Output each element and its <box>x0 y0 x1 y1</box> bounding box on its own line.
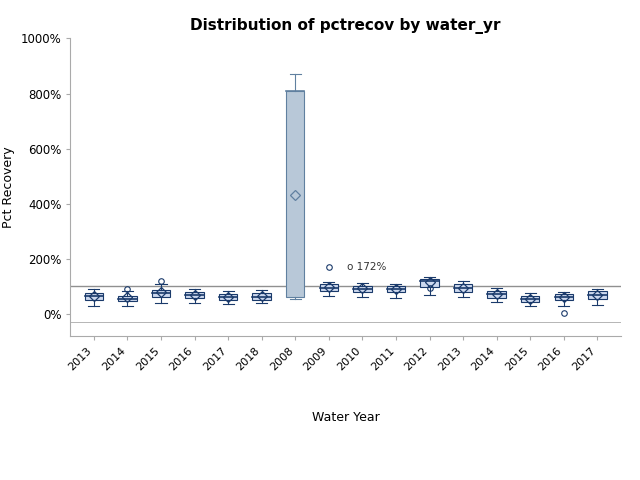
Bar <box>353 286 372 292</box>
Bar <box>554 294 573 300</box>
Bar <box>488 291 506 298</box>
Bar <box>588 291 607 299</box>
Bar <box>152 290 170 298</box>
Bar <box>84 293 103 300</box>
Text: o 172%: o 172% <box>348 262 387 272</box>
Bar <box>387 287 405 292</box>
Y-axis label: Pct Recovery: Pct Recovery <box>2 146 15 228</box>
Bar <box>319 284 338 291</box>
X-axis label: Water Year: Water Year <box>312 411 380 424</box>
Bar <box>186 292 204 298</box>
Title: Distribution of pctrecov by water_yr: Distribution of pctrecov by water_yr <box>190 18 501 34</box>
Bar <box>252 293 271 300</box>
Bar <box>219 294 237 300</box>
Bar <box>118 296 137 301</box>
Bar <box>420 279 439 287</box>
Bar <box>521 296 540 301</box>
Bar <box>286 91 305 298</box>
Bar <box>454 284 472 292</box>
